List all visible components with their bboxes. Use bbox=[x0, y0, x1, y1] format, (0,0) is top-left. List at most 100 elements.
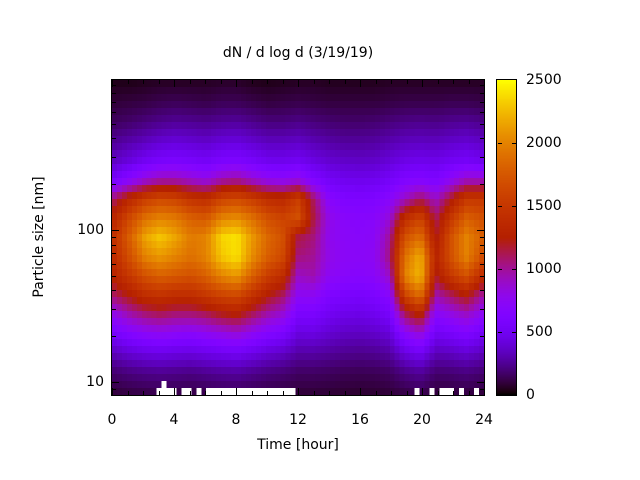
axis-tick bbox=[112, 388, 113, 395]
axis-tick bbox=[205, 391, 206, 395]
axis-tick bbox=[252, 391, 253, 395]
axis-tick bbox=[143, 391, 144, 395]
axis-tick bbox=[314, 391, 315, 395]
axis-tick bbox=[112, 85, 116, 86]
axis-tick bbox=[376, 391, 377, 395]
axis-tick bbox=[112, 157, 116, 158]
axis-tick bbox=[221, 80, 222, 84]
axis-tick bbox=[329, 80, 330, 84]
axis-tick bbox=[498, 332, 502, 333]
axis-tick bbox=[438, 391, 439, 395]
axis-tick bbox=[480, 124, 484, 125]
axis-tick bbox=[112, 237, 116, 238]
axis-tick bbox=[190, 391, 191, 395]
axis-tick bbox=[236, 80, 237, 87]
axis-tick bbox=[480, 184, 484, 185]
axis-tick bbox=[112, 264, 116, 265]
axis-tick bbox=[236, 388, 237, 395]
axis-tick bbox=[512, 332, 516, 333]
axis-tick bbox=[407, 80, 408, 84]
axis-tick bbox=[112, 336, 116, 337]
axis-tick bbox=[205, 80, 206, 84]
axis-tick bbox=[112, 184, 116, 185]
axis-tick bbox=[480, 93, 484, 94]
axis-tick bbox=[376, 80, 377, 84]
x-tick-label: 20 bbox=[413, 412, 431, 428]
axis-tick bbox=[112, 80, 113, 87]
axis-tick bbox=[453, 80, 454, 84]
axis-tick bbox=[498, 143, 502, 144]
axis-tick bbox=[267, 391, 268, 395]
y-tick-label: 10 bbox=[86, 374, 104, 390]
colorbar-gradient-canvas bbox=[497, 80, 516, 395]
axis-tick bbox=[480, 85, 484, 86]
axis-tick bbox=[480, 309, 484, 310]
axis-tick bbox=[174, 388, 175, 395]
axis-tick bbox=[298, 388, 299, 395]
x-tick-label: 16 bbox=[351, 412, 369, 428]
axis-tick bbox=[298, 80, 299, 87]
axis-tick bbox=[480, 112, 484, 113]
axis-tick bbox=[484, 80, 485, 87]
axis-tick bbox=[407, 391, 408, 395]
colorbar-tick-label: 1500 bbox=[526, 198, 562, 214]
axis-tick bbox=[422, 388, 423, 395]
axis-tick bbox=[159, 391, 160, 395]
axis-tick bbox=[391, 391, 392, 395]
axis-tick bbox=[112, 124, 116, 125]
axis-tick bbox=[112, 93, 116, 94]
axis-tick bbox=[143, 80, 144, 84]
axis-tick bbox=[480, 290, 484, 291]
axis-tick bbox=[498, 269, 502, 270]
axis-tick bbox=[112, 102, 116, 103]
colorbar-tick-label: 1000 bbox=[526, 261, 562, 277]
axis-tick bbox=[112, 245, 116, 246]
chart-title: dN / d log d (3/19/19) bbox=[222, 45, 374, 61]
axis-tick bbox=[112, 309, 116, 310]
axis-tick bbox=[453, 391, 454, 395]
x-tick-label: 12 bbox=[289, 412, 307, 428]
axis-tick bbox=[480, 102, 484, 103]
axis-tick bbox=[112, 112, 116, 113]
colorbar-tick-label: 0 bbox=[526, 387, 535, 403]
x-tick-label: 24 bbox=[475, 412, 493, 428]
axis-tick bbox=[480, 264, 484, 265]
x-axis-label: Time [hour] bbox=[257, 437, 339, 453]
axis-tick bbox=[480, 389, 484, 390]
axis-tick bbox=[314, 80, 315, 84]
axis-tick bbox=[484, 388, 485, 395]
axis-tick bbox=[512, 206, 516, 207]
colorbar-tick-label: 500 bbox=[526, 324, 553, 340]
x-tick-label: 0 bbox=[107, 412, 117, 428]
axis-tick bbox=[221, 391, 222, 395]
axis-tick bbox=[512, 269, 516, 270]
y-tick-label: 100 bbox=[77, 222, 104, 238]
axis-tick bbox=[480, 336, 484, 337]
axis-tick bbox=[480, 237, 484, 238]
axis-tick bbox=[112, 276, 116, 277]
axis-tick bbox=[112, 389, 116, 390]
axis-tick bbox=[112, 290, 116, 291]
x-tick-label: 4 bbox=[169, 412, 179, 428]
axis-tick bbox=[422, 80, 423, 87]
axis-tick bbox=[480, 157, 484, 158]
axis-tick bbox=[252, 80, 253, 84]
axis-tick bbox=[512, 143, 516, 144]
axis-tick bbox=[267, 80, 268, 84]
axis-tick bbox=[159, 80, 160, 84]
axis-tick bbox=[112, 382, 119, 383]
axis-tick bbox=[190, 80, 191, 84]
axis-tick bbox=[469, 80, 470, 84]
axis-tick bbox=[128, 391, 129, 395]
heatmap-plot-area bbox=[111, 79, 485, 396]
axis-tick bbox=[283, 80, 284, 84]
axis-tick bbox=[345, 80, 346, 84]
axis-tick bbox=[112, 138, 116, 139]
colorbar-tick-label: 2500 bbox=[526, 72, 562, 88]
axis-tick bbox=[360, 80, 361, 87]
axis-tick bbox=[391, 80, 392, 84]
axis-tick bbox=[283, 391, 284, 395]
colorbar-tick-label: 2000 bbox=[526, 135, 562, 151]
axis-tick bbox=[498, 206, 502, 207]
